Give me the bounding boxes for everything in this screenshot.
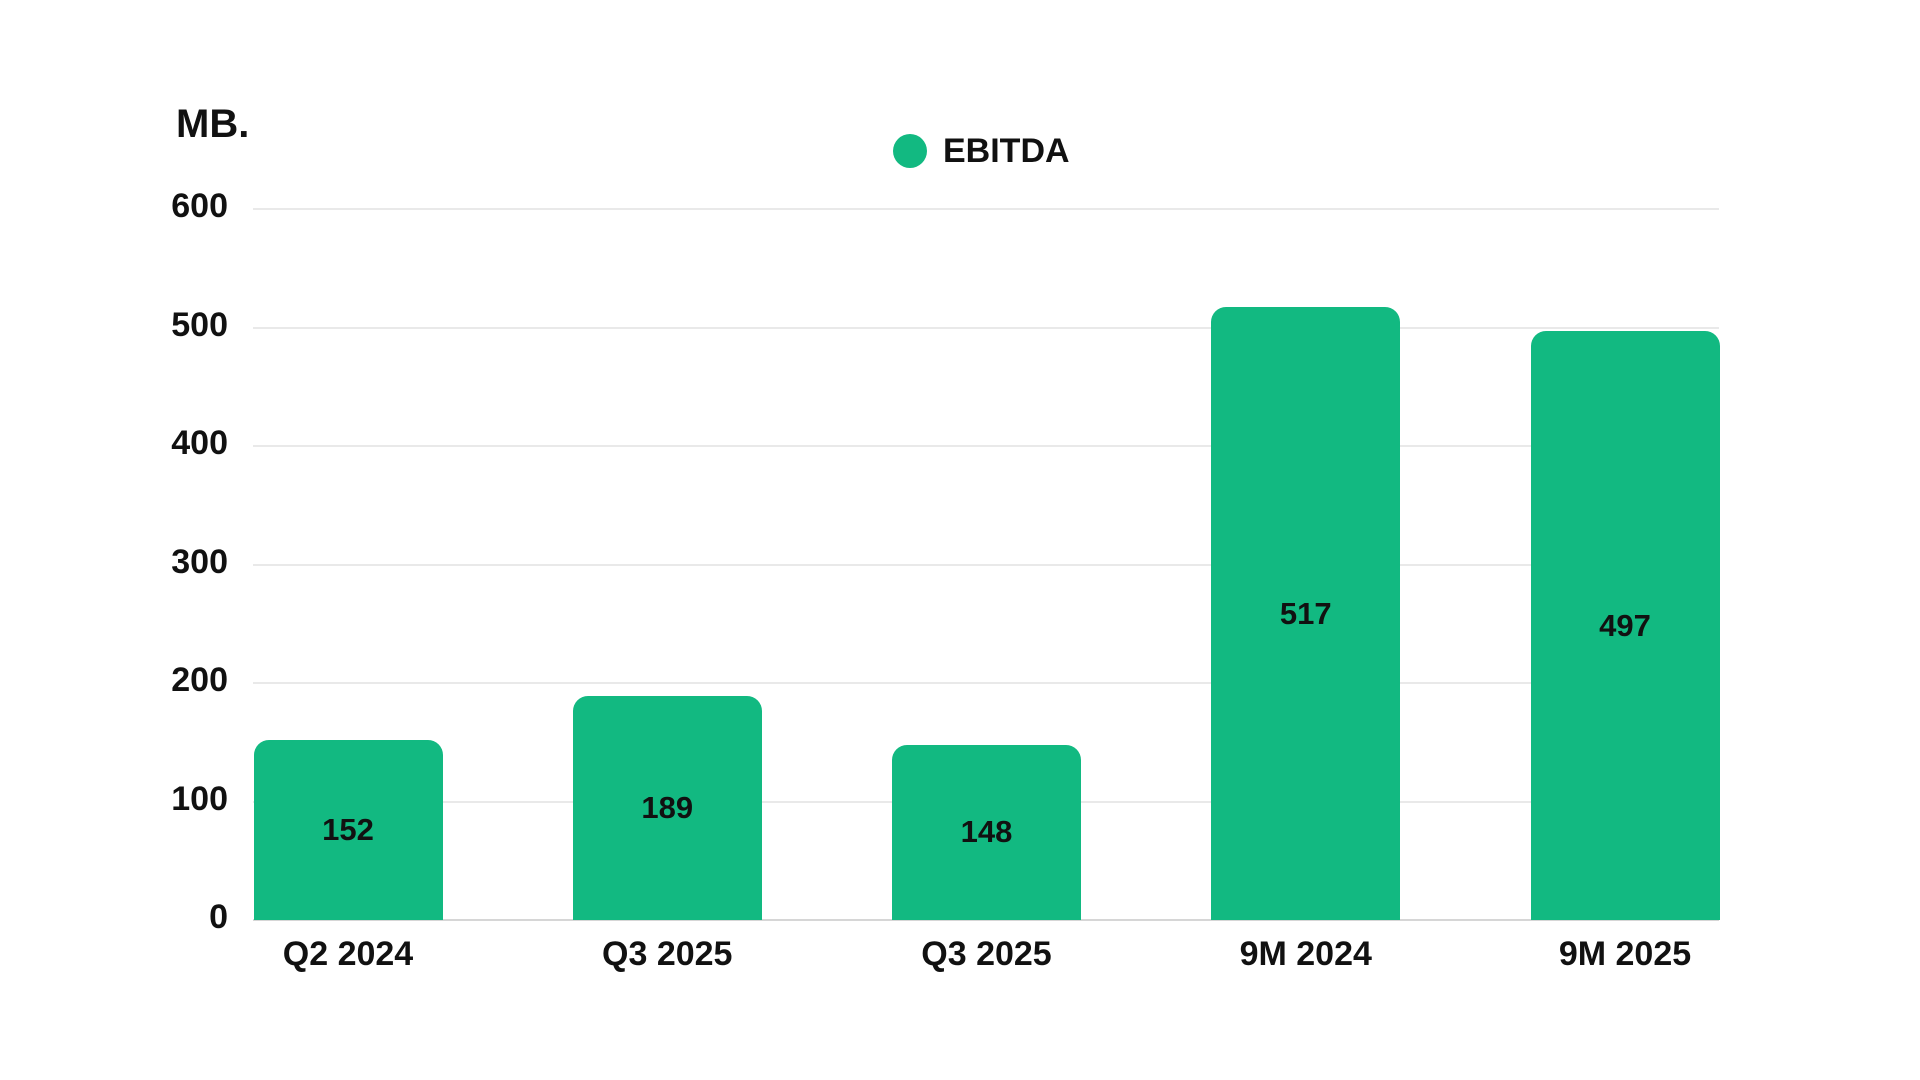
y-tick-label-300: 300 xyxy=(171,542,228,581)
x-axis-label-3: 9M 2024 xyxy=(1239,935,1372,973)
plot-area: 152 189 148 517 497 xyxy=(253,208,1720,921)
x-axis-label-2: Q3 2025 xyxy=(921,935,1052,973)
bar-value-label: 517 xyxy=(1279,595,1332,631)
y-tick-label-100: 100 xyxy=(171,779,228,818)
bar-q3-2025-1: 189 xyxy=(572,696,762,920)
gridline-200 xyxy=(253,682,1719,684)
y-tick-label-600: 600 xyxy=(171,187,228,225)
y-tick-label-200: 200 xyxy=(171,661,228,699)
gridline-0 xyxy=(253,919,1719,921)
bar-value-label: 148 xyxy=(960,814,1013,850)
y-tick-label-400: 400 xyxy=(171,424,228,462)
gridline-600 xyxy=(253,208,1719,210)
legend: EBITDA xyxy=(893,134,1070,168)
bar-value-label: 497 xyxy=(1599,607,1651,643)
bar-q2-2024-0: 152 xyxy=(253,739,443,920)
bar-value-label: 152 xyxy=(322,811,374,847)
bar-value-label: 189 xyxy=(641,790,694,825)
y-axis-unit-label: MB. xyxy=(176,102,250,146)
bar-9m-2024-3: 517 xyxy=(1211,307,1401,920)
x-axis-label-4: 9M 2025 xyxy=(1558,935,1692,973)
legend-marker-icon xyxy=(893,134,927,168)
gridline-300 xyxy=(253,563,1719,566)
y-tick-label-0: 0 xyxy=(209,898,228,936)
x-axis-label-1: Q3 2025 xyxy=(602,935,733,973)
x-axis-label-0: Q2 2024 xyxy=(282,935,414,973)
gridline-400 xyxy=(253,445,1719,447)
gridline-500 xyxy=(253,326,1719,329)
legend-label: EBITDA xyxy=(943,132,1070,170)
bar-q3-2025-2: 148 xyxy=(892,744,1081,920)
y-tick-label-500: 500 xyxy=(171,305,228,344)
bar-9m-2025-4: 497 xyxy=(1530,331,1720,920)
